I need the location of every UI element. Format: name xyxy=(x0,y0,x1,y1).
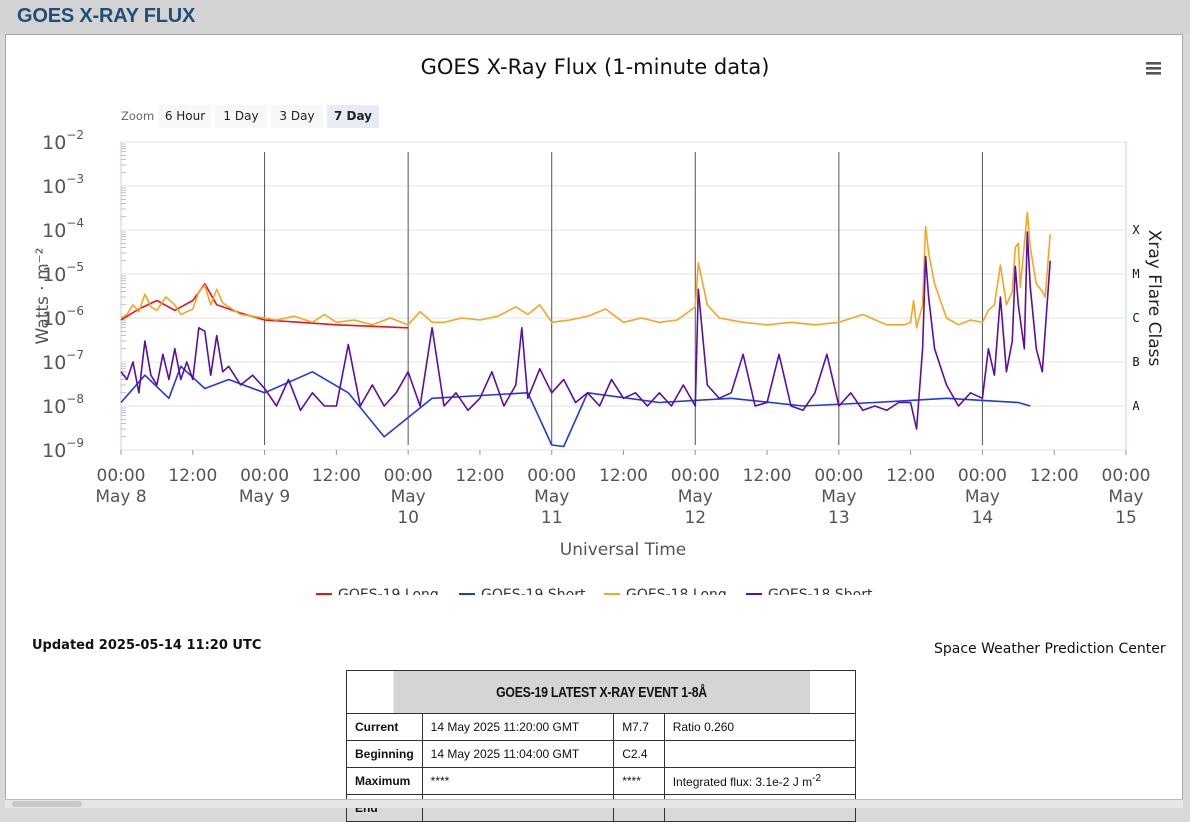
menu-icon[interactable] xyxy=(1146,62,1161,75)
table-row: Current 14 May 2025 11:20:00 GMT M7.7 Ra… xyxy=(346,713,857,741)
y-axis-title: Watts · m⁻² xyxy=(33,248,53,345)
x-tick-label: 12:00 xyxy=(886,466,935,486)
series-line-goes-18-short xyxy=(120,231,1051,430)
zoom-label: Zoom xyxy=(121,109,154,123)
table-row: Maximum **** **** Integrated flux: 3.1e-… xyxy=(346,767,857,795)
zoom-button-label: 3 Day xyxy=(279,109,314,123)
x-tick-label: 00:00 xyxy=(814,466,863,486)
y-tick-label: 10−9 xyxy=(42,436,84,462)
x-tick-label: 13 xyxy=(828,508,850,528)
zoom-button-3-day[interactable]: 3 Day xyxy=(271,105,323,128)
x-tick-label: 12:00 xyxy=(455,466,504,486)
x-tick-label: May xyxy=(534,487,569,507)
x-tick-label: 00:00 xyxy=(671,466,720,486)
x-tick-label: 00:00 xyxy=(1102,466,1151,486)
legend-label: GOES-19 Short xyxy=(481,587,586,595)
row-label: Current xyxy=(346,713,423,741)
zoom-button-1-day[interactable]: 1 Day xyxy=(215,105,267,128)
x-tick-label: 00:00 xyxy=(384,466,433,486)
event-table: GOES-19 LATEST X-RAY EVENT 1-8Å Current … xyxy=(346,670,857,822)
page-title: GOES X-RAY FLUX xyxy=(17,5,196,27)
x-tick-label: 12 xyxy=(684,508,706,528)
x-tick-label: May 8 xyxy=(95,487,146,507)
x-tick-label: May xyxy=(391,487,426,507)
integrated-flux: Integrated flux: 3.1e-2 J m xyxy=(672,775,813,789)
x-tick-label: 14 xyxy=(972,508,994,528)
table-row: Beginning 14 May 2025 11:04:00 GMT C2.4 xyxy=(346,740,857,768)
legend-item[interactable]: GOES-19 Short xyxy=(459,587,586,595)
x-tick-label: 12:00 xyxy=(743,466,792,486)
row-extra: Integrated flux: 3.1e-2 J m-2 xyxy=(663,767,857,795)
row-time: 14 May 2025 11:04:00 GMT xyxy=(421,740,615,768)
x-tick-label: 12:00 xyxy=(599,466,648,486)
zoom-button-7-day[interactable]: 7 Day xyxy=(327,105,379,128)
x-tick-label: 15 xyxy=(1115,508,1137,528)
zoom-button-label: 1 Day xyxy=(223,109,258,123)
xray-flux-chart: GOES X-Ray Flux (1-minute data) Zoom 6 Hou… xyxy=(33,55,1164,595)
zoom-button-label: 7 Day xyxy=(334,109,372,123)
x-tick-label: May xyxy=(965,487,1000,507)
legend-item[interactable]: GOES-18 Short xyxy=(746,587,873,595)
y-tick-label: 10−5 xyxy=(42,260,84,286)
legend-label: GOES-18 Long xyxy=(626,587,727,595)
y-tick-label: 10−2 xyxy=(42,128,84,154)
integrated-flux-exponent: -2 xyxy=(812,773,822,784)
y-tick-label: 10−3 xyxy=(42,172,84,198)
x-tick-label: 00:00 xyxy=(958,466,1007,486)
x-tick-label: 12:00 xyxy=(168,466,217,486)
x-tick-label: 10 xyxy=(397,508,419,528)
series-line-goes-19-long xyxy=(120,283,409,329)
flare-class-label: C xyxy=(1132,311,1139,325)
row-time: 14 May 2025 11:20:00 GMT xyxy=(421,713,615,741)
row-time: **** xyxy=(421,767,615,795)
x-tick-label: 12:00 xyxy=(312,466,361,486)
y-tick-label: 10−4 xyxy=(42,216,84,242)
y-tick-label: 10−7 xyxy=(42,348,84,374)
y-tick-label: 10−8 xyxy=(42,392,84,418)
top-bar: GOES X-RAY FLUX xyxy=(0,0,1190,34)
x-tick-label: 00:00 xyxy=(527,466,576,486)
flare-class-label: A xyxy=(1132,399,1140,413)
row-extra xyxy=(663,740,857,768)
scrollbar-thumb[interactable] xyxy=(12,801,82,807)
y-tick-label: 10−6 xyxy=(42,304,84,330)
chart-title: GOES X-Ray Flux (1-minute data) xyxy=(421,55,770,79)
legend-label: GOES-18 Short xyxy=(768,587,873,595)
row-label: Beginning xyxy=(346,740,423,768)
series-line-goes-18-long xyxy=(120,211,1051,329)
legend-item[interactable]: GOES-18 Long xyxy=(604,587,727,595)
row-label: Maximum xyxy=(346,767,423,795)
flare-class-label: B xyxy=(1132,355,1139,369)
legend-label: GOES-19 Long xyxy=(338,587,439,595)
row-class: M7.7 xyxy=(613,713,665,741)
zoom-button-label: 6 Hour xyxy=(165,109,205,123)
updated-timestamp: Updated 2025-05-14 11:20 UTC xyxy=(32,638,262,653)
secondary-axis-title: Xray Flare Class xyxy=(1144,230,1164,367)
x-tick-label: 00:00 xyxy=(240,466,289,486)
chart-panel: GOES X-Ray Flux (1-minute data) Zoom 6 Hou… xyxy=(5,34,1183,822)
plot-area xyxy=(120,141,1127,451)
credit-text: Space Weather Prediction Center xyxy=(934,641,1166,657)
horizontal-scrollbar[interactable] xyxy=(5,799,1183,808)
x-tick-label: 12:00 xyxy=(1030,466,1079,486)
x-tick-label: May xyxy=(678,487,713,507)
x-tick-label: 11 xyxy=(541,508,563,528)
x-tick-label: May 9 xyxy=(239,487,290,507)
zoom-button-6-hour[interactable]: 6 Hour xyxy=(159,105,211,128)
flare-class-label: M xyxy=(1132,267,1139,281)
x-axis-title: Universal Time xyxy=(560,540,686,560)
x-tick-label: 00:00 xyxy=(97,466,146,486)
flare-class-label: X xyxy=(1132,223,1140,237)
x-tick-label: May xyxy=(821,487,856,507)
x-tick-label: May xyxy=(1108,487,1143,507)
event-table-title: GOES-19 LATEST X-RAY EVENT 1-8Å xyxy=(391,670,811,714)
row-class: C2.4 xyxy=(613,740,665,768)
row-extra: Ratio 0.260 xyxy=(663,713,857,741)
row-class: **** xyxy=(613,767,665,795)
legend-item[interactable]: GOES-19 Long xyxy=(316,587,439,595)
